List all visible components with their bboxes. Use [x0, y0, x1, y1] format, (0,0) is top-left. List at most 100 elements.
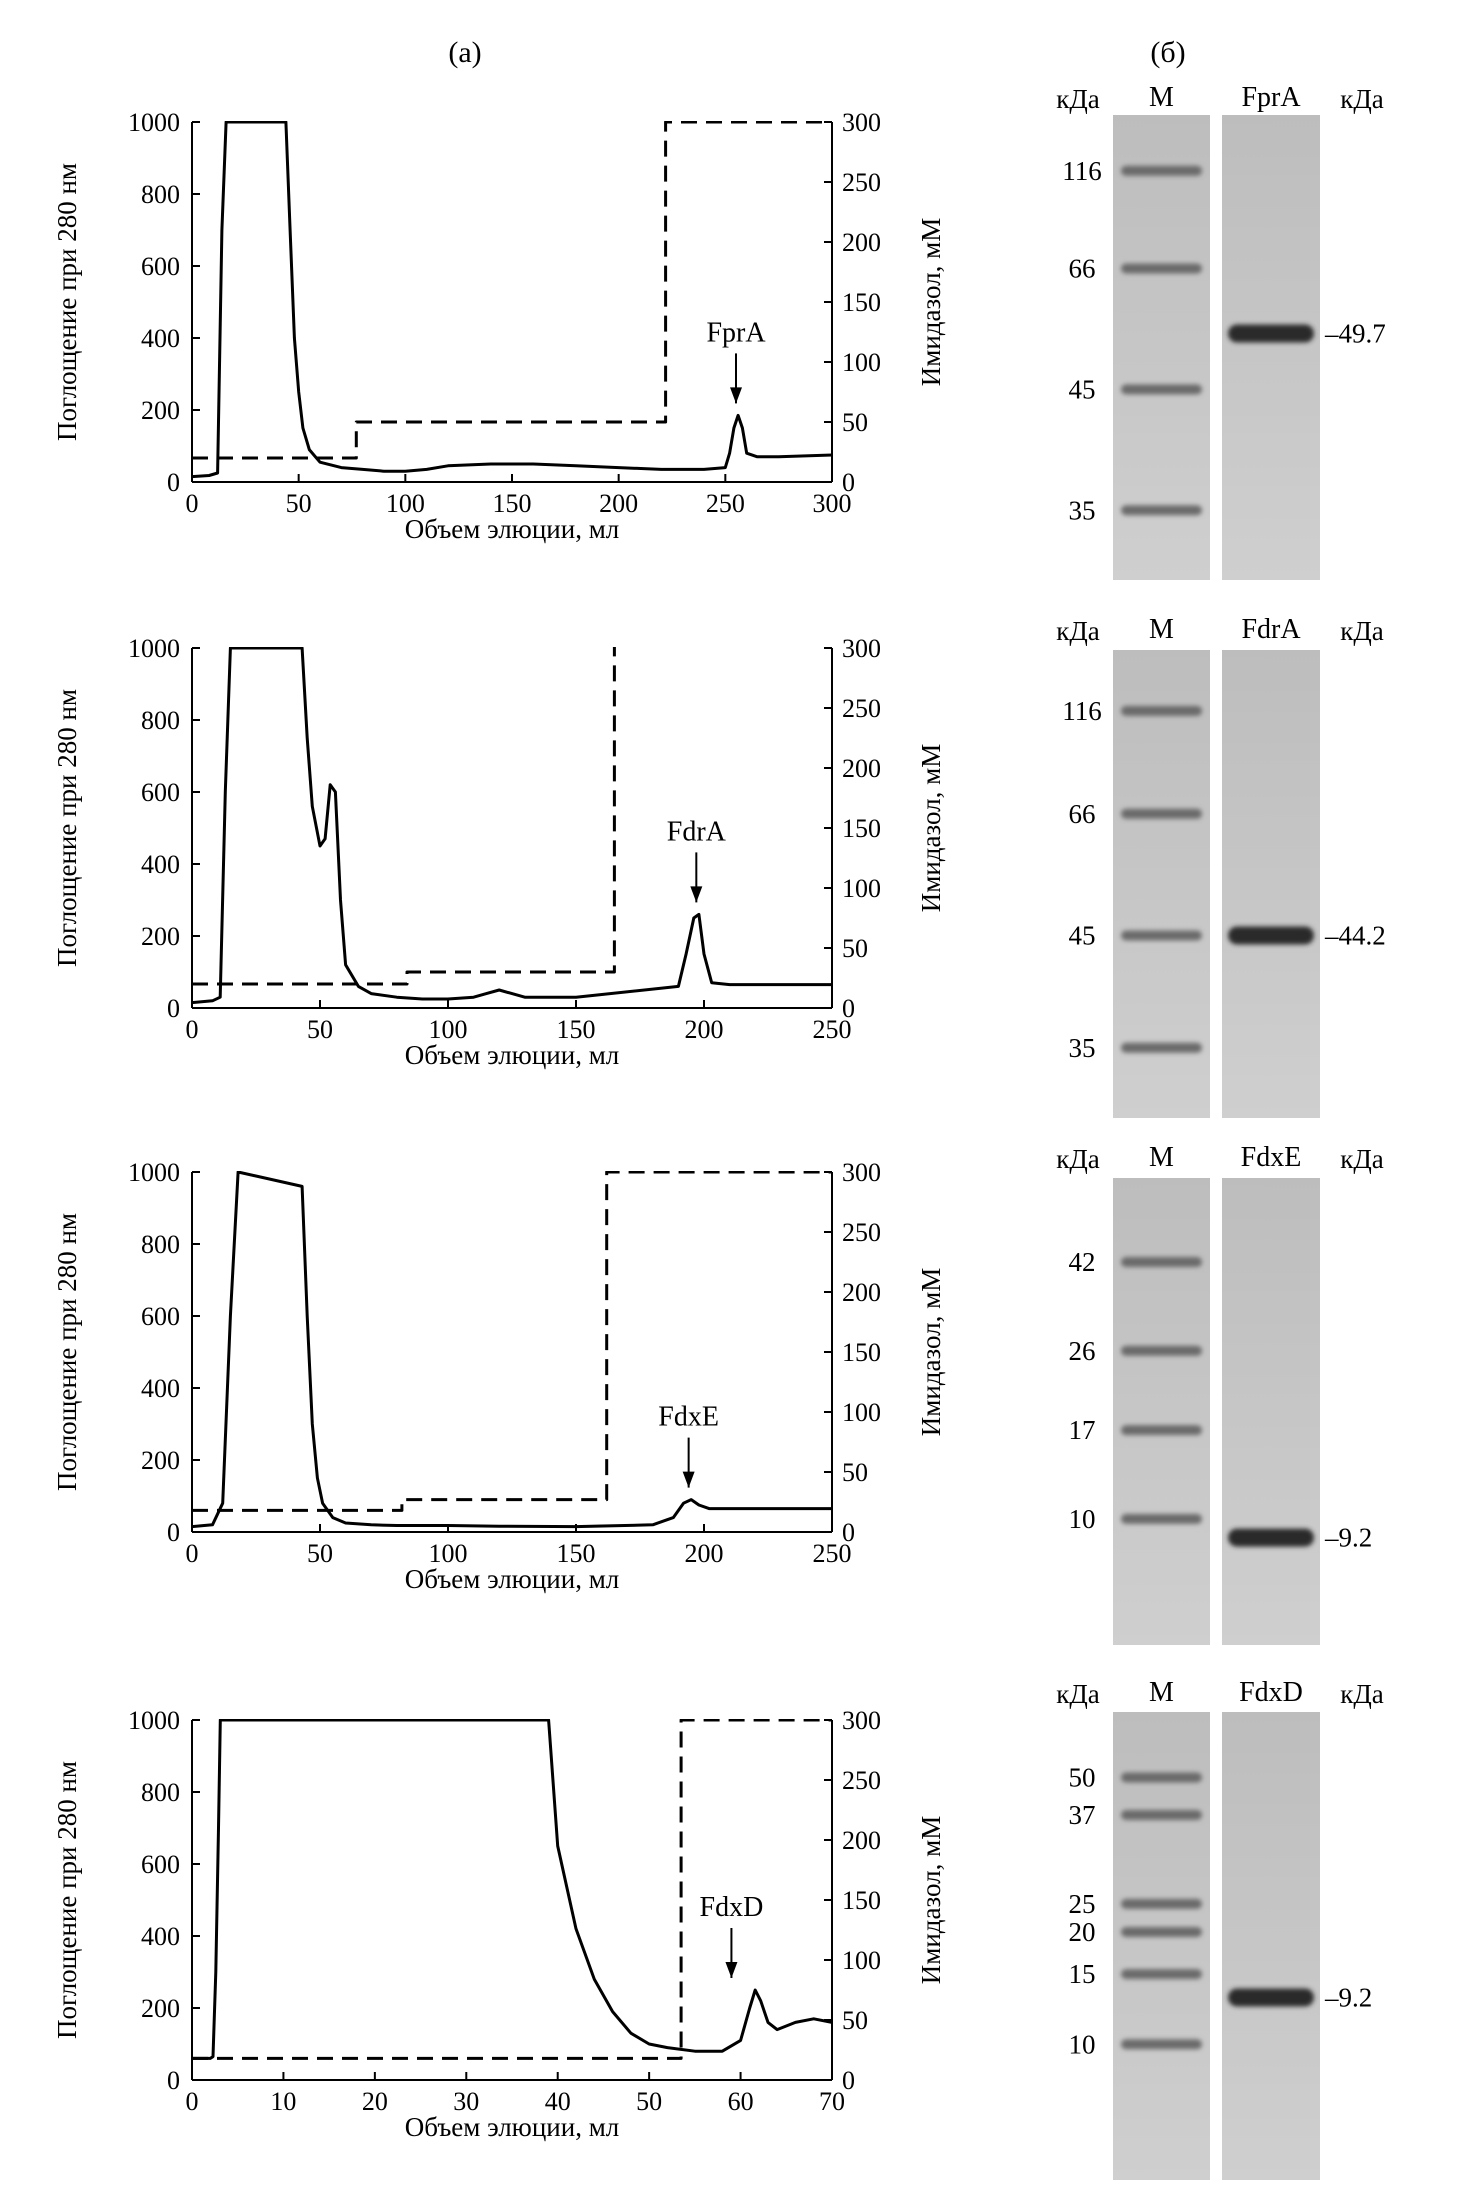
marker-band — [1121, 263, 1202, 274]
kda-label-left: кДа — [1056, 616, 1100, 646]
sample-kda-label: –44.2 — [1324, 920, 1386, 950]
lane-sample-label: FdrA — [1241, 614, 1301, 645]
kda-label-left: кДа — [1056, 84, 1100, 114]
imidazole-gradient-line — [192, 1171, 832, 1512]
y2-axis-label: Имидазол, мМ — [916, 1268, 946, 1436]
marker-band — [1121, 1969, 1202, 1980]
absorbance-line — [192, 647, 832, 1005]
y-tick-label: 400 — [141, 1922, 180, 1951]
x-tick-label: 20 — [362, 2087, 388, 2116]
x-tick-label: 100 — [429, 1015, 468, 1044]
y-tick-label: 200 — [141, 1994, 180, 2023]
marker-band — [1121, 1425, 1202, 1436]
x-tick-label: 300 — [813, 489, 852, 518]
marker-kda-label: 10 — [1069, 2029, 1096, 2059]
x-tick-label: 50 — [307, 1015, 333, 1044]
x-tick-label: 50 — [636, 2087, 662, 2116]
lane-m-label: М — [1149, 1677, 1174, 1708]
kda-label-left: кДа — [1056, 1679, 1100, 1709]
x-tick-label: 150 — [493, 489, 532, 518]
lane-sample-label: FdxE — [1241, 1142, 1302, 1173]
y2-tick-label: 200 — [842, 754, 881, 783]
sample-band — [1228, 1988, 1314, 2007]
gel-lane-sample — [1222, 1712, 1320, 2180]
y-axis-label: Поглощение при 280 нм — [52, 689, 82, 967]
marker-band — [1121, 1898, 1202, 1909]
y2-axis-label: Имидазол, мМ — [916, 744, 946, 912]
marker-band — [1121, 930, 1202, 941]
chart-3: 0 50 100 150 200 2500200400600800100005010015… — [52, 1158, 946, 1594]
gel-lane-sample — [1222, 1178, 1320, 1645]
y2-tick-label: 50 — [842, 934, 868, 963]
x-tick-label: 10 — [270, 2087, 296, 2116]
y-tick-label: 0 — [167, 994, 180, 1023]
y2-tick-label: 0 — [842, 994, 855, 1023]
x-tick-label: 60 — [728, 2087, 754, 2116]
y-axis-label: Поглощение при 280 нм — [52, 163, 82, 441]
marker-band — [1121, 2039, 1202, 2050]
gel-2: кДа М FdrA кДа 116 66 45 35 –44.2 — [1056, 614, 1386, 1118]
y2-tick-label: 150 — [842, 1886, 881, 1915]
y-tick-label: 400 — [141, 1374, 180, 1403]
sample-band — [1228, 926, 1314, 945]
marker-kda-label: 25 — [1069, 1889, 1096, 1919]
y-tick-label: 800 — [141, 706, 180, 735]
y2-tick-label: 100 — [842, 348, 881, 377]
y2-tick-label: 50 — [842, 2006, 868, 2035]
y2-tick-label: 300 — [842, 108, 881, 137]
x-tick-label: 200 — [685, 1539, 724, 1568]
y2-tick-label: 100 — [842, 874, 881, 903]
y2-tick-label: 250 — [842, 168, 881, 197]
y-tick-label: 800 — [141, 1778, 180, 1807]
sample-band — [1228, 324, 1314, 343]
peak-annotation: FdxD — [700, 1892, 763, 1978]
x-tick-label: 50 — [286, 489, 312, 518]
peak-annotation: FdxE — [658, 1402, 719, 1488]
panel-a-label: (а) — [448, 36, 481, 69]
marker-band — [1121, 1809, 1202, 1820]
marker-band — [1121, 505, 1202, 516]
sample-kda-label: –9.2 — [1324, 1523, 1372, 1553]
absorbance-line — [192, 121, 832, 479]
y2-tick-label: 300 — [842, 634, 881, 663]
marker-kda-label: 35 — [1069, 495, 1096, 525]
y-tick-label: 0 — [167, 1518, 180, 1547]
marker-kda-label: 45 — [1069, 374, 1096, 404]
y2-axis-label: Имидазол, мМ — [916, 1816, 946, 1984]
y-tick-label: 1000 — [128, 1706, 180, 1735]
absorbance-line — [192, 1719, 832, 2060]
kda-label-right: кДа — [1340, 616, 1384, 646]
x-tick-label: 0 — [186, 2087, 199, 2116]
x-tick-label: 0 — [186, 1015, 199, 1044]
kda-label-left: кДа — [1056, 1144, 1100, 1174]
gel-lane-marker — [1113, 1712, 1210, 2180]
marker-kda-label: 116 — [1062, 696, 1102, 726]
marker-kda-label: 35 — [1069, 1033, 1096, 1063]
marker-band — [1121, 1257, 1202, 1268]
marker-kda-label: 45 — [1069, 920, 1096, 950]
y-tick-label: 0 — [167, 2066, 180, 2095]
lane-m-label: М — [1149, 82, 1174, 113]
imidazole-gradient-line — [192, 121, 832, 460]
gel-lane-marker — [1113, 115, 1210, 580]
marker-band — [1121, 705, 1202, 716]
y-tick-label: 1000 — [128, 634, 180, 663]
lane-m-label: М — [1149, 614, 1174, 645]
kda-label-right: кДа — [1340, 1679, 1384, 1709]
lane-sample-label: FprA — [1241, 82, 1301, 113]
peak-arrow-head — [682, 1471, 695, 1488]
x-tick-label: 0 — [186, 1539, 199, 1568]
y-tick-label: 400 — [141, 850, 180, 879]
peak-arrow-head — [725, 1962, 738, 1978]
x-tick-label: 250 — [706, 489, 745, 518]
marker-band — [1121, 384, 1202, 395]
chromatograms: 0 50 100 150 200 250 3000200400600800100005010… — [52, 108, 946, 2142]
lane-m-label: М — [1149, 1142, 1174, 1173]
marker-band — [1121, 165, 1202, 176]
y2-tick-label: 150 — [842, 1338, 881, 1367]
marker-band — [1121, 1513, 1202, 1524]
y-tick-label: 0 — [167, 468, 180, 497]
y2-tick-label: 0 — [842, 2066, 855, 2095]
y2-tick-label: 150 — [842, 288, 881, 317]
